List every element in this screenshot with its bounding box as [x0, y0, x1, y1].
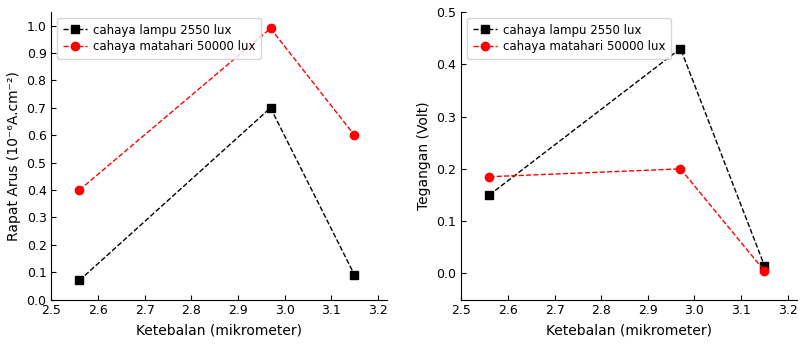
cahaya matahari 50000 lux: [74, 188, 84, 192]
Line: cahaya matahari 50000 lux: cahaya matahari 50000 lux: [75, 24, 359, 194]
cahaya lampu 2550 lux: [675, 46, 685, 51]
cahaya lampu 2550 lux: [350, 273, 359, 277]
Legend: cahaya lampu 2550 lux, cahaya matahari 50000 lux: cahaya lampu 2550 lux, cahaya matahari 5…: [57, 18, 261, 59]
cahaya matahari 50000 lux: [675, 167, 685, 171]
cahaya matahari 50000 lux: [759, 269, 769, 273]
cahaya lampu 2550 lux: [74, 278, 84, 282]
cahaya lampu 2550 lux: [484, 193, 494, 197]
cahaya lampu 2550 lux: [759, 264, 769, 268]
cahaya lampu 2550 lux: [266, 106, 276, 110]
Y-axis label: Rapat Arus (10⁻⁶A.cm⁻²): Rapat Arus (10⁻⁶A.cm⁻²): [7, 71, 21, 241]
Y-axis label: Tegangan (Volt): Tegangan (Volt): [417, 101, 431, 210]
cahaya matahari 50000 lux: [350, 133, 359, 137]
Line: cahaya lampu 2550 lux: cahaya lampu 2550 lux: [75, 104, 359, 284]
Legend: cahaya lampu 2550 lux, cahaya matahari 50000 lux: cahaya lampu 2550 lux, cahaya matahari 5…: [467, 18, 671, 59]
cahaya matahari 50000 lux: [484, 175, 494, 179]
cahaya matahari 50000 lux: [266, 26, 276, 31]
Line: cahaya matahari 50000 lux: cahaya matahari 50000 lux: [485, 165, 769, 275]
X-axis label: Ketebalan (mikrometer): Ketebalan (mikrometer): [136, 323, 302, 337]
Line: cahaya lampu 2550 lux: cahaya lampu 2550 lux: [485, 44, 769, 270]
X-axis label: Ketebalan (mikrometer): Ketebalan (mikrometer): [546, 323, 713, 337]
